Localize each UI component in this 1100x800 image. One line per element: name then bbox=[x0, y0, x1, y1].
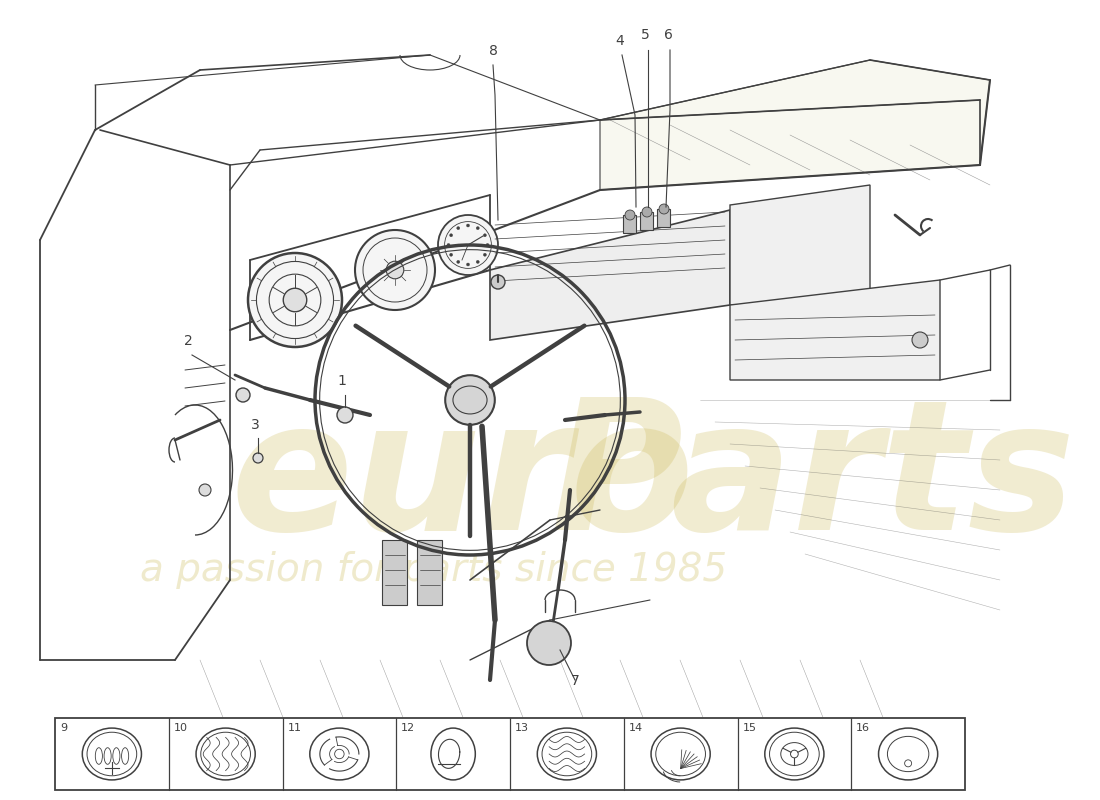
Circle shape bbox=[253, 453, 263, 463]
Circle shape bbox=[491, 275, 505, 289]
Text: 1: 1 bbox=[338, 374, 346, 388]
Circle shape bbox=[527, 621, 571, 665]
Circle shape bbox=[904, 760, 912, 767]
Circle shape bbox=[334, 750, 344, 758]
Bar bbox=[417, 540, 442, 605]
Circle shape bbox=[912, 332, 928, 348]
Text: 5: 5 bbox=[640, 28, 649, 42]
Circle shape bbox=[483, 234, 486, 237]
Ellipse shape bbox=[537, 728, 596, 780]
Circle shape bbox=[284, 288, 307, 312]
Polygon shape bbox=[730, 280, 940, 380]
Bar bbox=[657, 209, 670, 227]
Circle shape bbox=[450, 254, 452, 256]
Circle shape bbox=[483, 254, 486, 256]
Text: 3: 3 bbox=[251, 418, 260, 432]
Circle shape bbox=[446, 375, 495, 425]
Circle shape bbox=[476, 226, 480, 230]
Circle shape bbox=[386, 261, 404, 278]
Text: euro: euro bbox=[230, 392, 694, 568]
Text: 16: 16 bbox=[856, 723, 870, 733]
Ellipse shape bbox=[196, 728, 255, 780]
Ellipse shape bbox=[879, 728, 937, 780]
Text: 4: 4 bbox=[616, 34, 625, 48]
Ellipse shape bbox=[82, 728, 142, 780]
Circle shape bbox=[236, 388, 250, 402]
Bar bbox=[640, 212, 653, 230]
Circle shape bbox=[659, 204, 669, 214]
Circle shape bbox=[456, 260, 460, 263]
Circle shape bbox=[438, 215, 498, 275]
Circle shape bbox=[625, 210, 635, 220]
Text: 12: 12 bbox=[402, 723, 416, 733]
Bar bbox=[382, 540, 407, 605]
Ellipse shape bbox=[431, 728, 475, 780]
Ellipse shape bbox=[651, 728, 711, 780]
Circle shape bbox=[486, 243, 490, 246]
Circle shape bbox=[466, 263, 470, 266]
Polygon shape bbox=[730, 185, 870, 305]
Text: 9: 9 bbox=[60, 723, 67, 733]
Text: 8: 8 bbox=[488, 44, 497, 58]
Polygon shape bbox=[490, 210, 730, 340]
Circle shape bbox=[642, 207, 652, 217]
Circle shape bbox=[466, 224, 470, 227]
Text: 14: 14 bbox=[629, 723, 642, 733]
Ellipse shape bbox=[453, 386, 487, 414]
Circle shape bbox=[450, 234, 452, 237]
Text: 6: 6 bbox=[663, 28, 672, 42]
Text: Parts: Parts bbox=[550, 392, 1075, 568]
Circle shape bbox=[355, 230, 434, 310]
Circle shape bbox=[199, 484, 211, 496]
Bar bbox=[55, 718, 965, 790]
Circle shape bbox=[791, 750, 799, 758]
Text: 2: 2 bbox=[184, 334, 192, 348]
Text: 13: 13 bbox=[515, 723, 529, 733]
Circle shape bbox=[447, 243, 450, 246]
Text: 15: 15 bbox=[742, 723, 757, 733]
Text: 11: 11 bbox=[287, 723, 301, 733]
Ellipse shape bbox=[764, 728, 824, 780]
Text: a passion for parts since 1985: a passion for parts since 1985 bbox=[140, 551, 727, 589]
Polygon shape bbox=[600, 60, 990, 190]
Circle shape bbox=[476, 260, 480, 263]
Bar bbox=[623, 215, 636, 233]
Circle shape bbox=[248, 253, 342, 347]
Text: 10: 10 bbox=[174, 723, 188, 733]
Ellipse shape bbox=[310, 728, 369, 780]
Circle shape bbox=[337, 407, 353, 423]
Text: 7: 7 bbox=[571, 674, 580, 688]
Circle shape bbox=[456, 226, 460, 230]
